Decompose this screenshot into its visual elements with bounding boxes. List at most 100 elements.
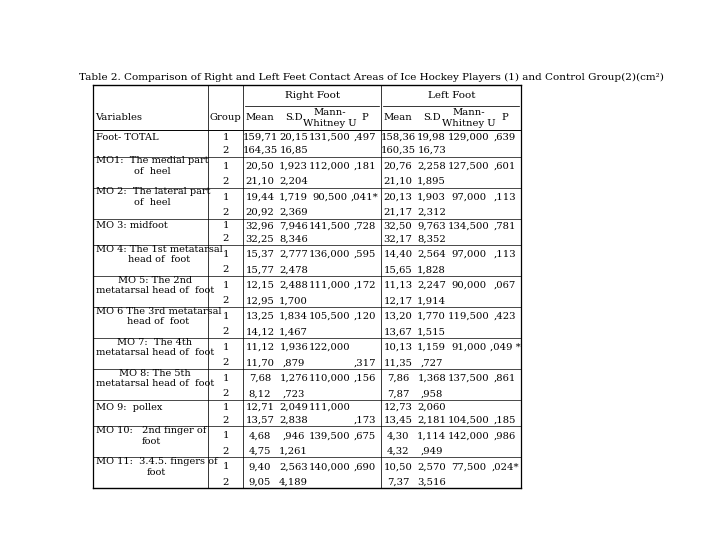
Text: 9,763: 9,763 <box>417 222 446 230</box>
Text: ,946: ,946 <box>282 431 305 440</box>
Text: 7,86: 7,86 <box>387 374 409 383</box>
Text: 12,15: 12,15 <box>245 281 274 290</box>
Text: 137,500: 137,500 <box>448 374 489 383</box>
Text: 158,36: 158,36 <box>380 133 416 142</box>
Text: 136,000: 136,000 <box>308 250 350 259</box>
Text: 97,000: 97,000 <box>451 250 487 259</box>
Text: 15,77: 15,77 <box>245 266 274 274</box>
Text: MO 9:  pollex: MO 9: pollex <box>96 403 162 412</box>
Text: 134,500: 134,500 <box>448 222 489 230</box>
Text: P: P <box>502 114 508 122</box>
Text: 2,563: 2,563 <box>279 462 308 471</box>
Text: ,879: ,879 <box>282 359 305 368</box>
Text: 1: 1 <box>222 193 229 202</box>
Text: ,675: ,675 <box>354 431 376 440</box>
Text: Mean: Mean <box>245 114 274 122</box>
Text: ,181: ,181 <box>353 161 376 171</box>
Text: ,113: ,113 <box>494 193 516 202</box>
Text: 13,20: 13,20 <box>384 312 413 321</box>
Text: 1: 1 <box>222 281 229 290</box>
Text: ,497: ,497 <box>353 133 376 142</box>
Text: 1: 1 <box>222 431 229 440</box>
Text: 4,32: 4,32 <box>387 447 409 456</box>
Text: 13,25: 13,25 <box>245 312 274 321</box>
Text: ,120: ,120 <box>353 312 376 321</box>
Text: Variables: Variables <box>96 114 143 122</box>
Text: ,041*: ,041* <box>351 193 379 202</box>
Text: Right Foot: Right Foot <box>285 91 340 100</box>
Text: ,049 *: ,049 * <box>489 343 521 352</box>
Text: ,958: ,958 <box>421 390 443 398</box>
Text: ,067: ,067 <box>494 281 516 290</box>
Text: 164,35: 164,35 <box>243 146 277 155</box>
Text: Foot- TOTAL: Foot- TOTAL <box>96 133 158 142</box>
Text: 21,17: 21,17 <box>384 208 413 217</box>
Text: 1,467: 1,467 <box>279 327 308 337</box>
Text: 8,346: 8,346 <box>279 235 308 244</box>
Text: 142,000: 142,000 <box>448 431 489 440</box>
Text: 20,15: 20,15 <box>279 133 308 142</box>
Text: ,156: ,156 <box>354 374 376 383</box>
Text: Mann-
Whitney U: Mann- Whitney U <box>303 108 356 128</box>
Text: 15,65: 15,65 <box>384 266 413 274</box>
Text: 2: 2 <box>222 146 229 155</box>
Text: 12,73: 12,73 <box>384 403 413 412</box>
Text: 1,276: 1,276 <box>279 374 308 383</box>
Text: 1: 1 <box>222 250 229 259</box>
Text: 14,40: 14,40 <box>384 250 413 259</box>
Text: 105,500: 105,500 <box>308 312 350 321</box>
Text: 2: 2 <box>222 235 229 244</box>
Text: ,723: ,723 <box>282 390 305 398</box>
Text: 139,500: 139,500 <box>308 431 350 440</box>
Text: S.D: S.D <box>285 114 303 122</box>
Text: 32,50: 32,50 <box>384 222 413 230</box>
Text: 122,000: 122,000 <box>308 343 350 352</box>
Text: 160,35: 160,35 <box>380 146 416 155</box>
Text: MO 7:  The 4th
metatarsal head of  foot: MO 7: The 4th metatarsal head of foot <box>96 338 214 358</box>
Text: 2,258: 2,258 <box>417 161 446 171</box>
Text: 14,12: 14,12 <box>245 327 274 337</box>
Text: ,727: ,727 <box>421 359 443 368</box>
Text: 11,12: 11,12 <box>245 343 274 352</box>
Text: 2: 2 <box>222 208 229 217</box>
Text: 1,923: 1,923 <box>279 161 308 171</box>
Text: 1: 1 <box>222 374 229 383</box>
Text: 13,45: 13,45 <box>384 416 413 425</box>
Text: 2,247: 2,247 <box>417 281 446 290</box>
Text: ,986: ,986 <box>494 431 516 440</box>
Text: 2,204: 2,204 <box>279 177 308 186</box>
Text: 1: 1 <box>222 462 229 471</box>
Text: 141,500: 141,500 <box>308 222 350 230</box>
Text: 1: 1 <box>222 133 229 142</box>
Text: ,423: ,423 <box>494 312 516 321</box>
Text: ,781: ,781 <box>494 222 516 230</box>
Text: 2: 2 <box>222 416 229 425</box>
Text: 2,838: 2,838 <box>279 416 308 425</box>
Text: ,172: ,172 <box>353 281 376 290</box>
Text: 7,68: 7,68 <box>249 374 271 383</box>
Text: 21,10: 21,10 <box>384 177 413 186</box>
Text: ,601: ,601 <box>494 161 516 171</box>
Text: 10,13: 10,13 <box>384 343 413 352</box>
Text: MO1:  The medial part
of  heel: MO1: The medial part of heel <box>96 156 209 176</box>
Text: ,639: ,639 <box>494 133 516 142</box>
Text: 140,000: 140,000 <box>308 462 350 471</box>
Text: 1,770: 1,770 <box>417 312 446 321</box>
Text: 2,478: 2,478 <box>279 266 308 274</box>
Text: 1,114: 1,114 <box>417 431 446 440</box>
Text: 19,98: 19,98 <box>417 133 446 142</box>
Text: 11,70: 11,70 <box>245 359 274 368</box>
Text: 10,50: 10,50 <box>384 462 413 471</box>
Text: 2: 2 <box>222 177 229 186</box>
Text: P: P <box>361 114 369 122</box>
Text: 1,914: 1,914 <box>417 296 446 305</box>
Text: 111,000: 111,000 <box>308 403 350 412</box>
Text: 1,719: 1,719 <box>279 193 308 202</box>
Text: 2,049: 2,049 <box>279 403 308 412</box>
Text: 131,500: 131,500 <box>308 133 350 142</box>
Text: Group: Group <box>210 114 242 122</box>
Text: 90,000: 90,000 <box>451 281 487 290</box>
Text: 20,92: 20,92 <box>245 208 274 217</box>
Text: 7,87: 7,87 <box>387 390 409 398</box>
Text: 1: 1 <box>222 312 229 321</box>
